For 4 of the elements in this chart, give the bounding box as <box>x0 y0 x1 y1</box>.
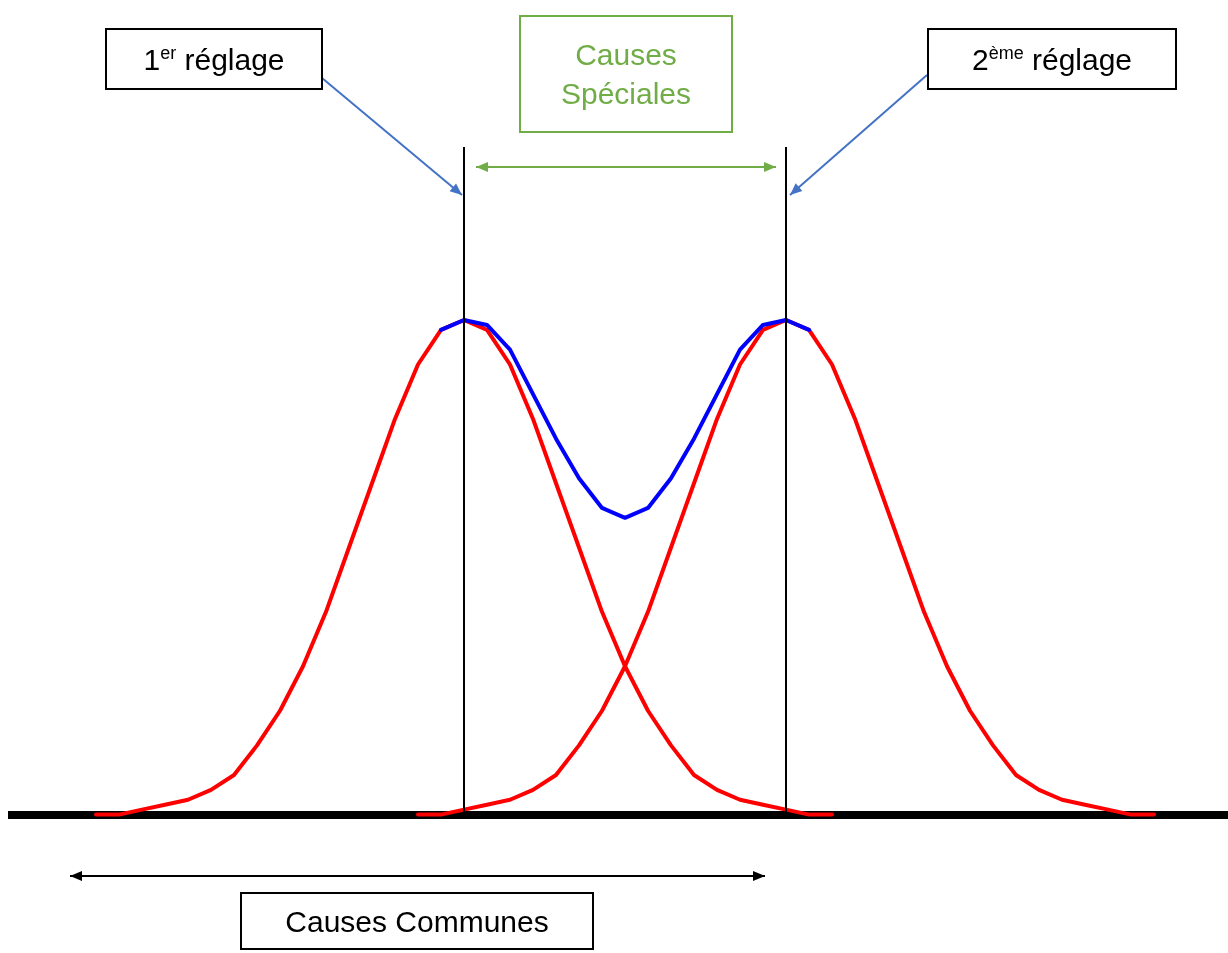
text: Causes Spéciales <box>559 37 693 112</box>
text: Causes Communes <box>285 903 549 940</box>
text: 2$^{ème}$ réglage <box>971 41 1133 78</box>
text: 1$^{er}$ réglage <box>143 41 285 78</box>
